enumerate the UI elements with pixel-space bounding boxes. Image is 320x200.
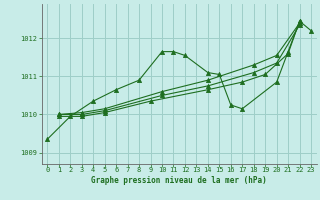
X-axis label: Graphe pression niveau de la mer (hPa): Graphe pression niveau de la mer (hPa): [91, 176, 267, 185]
